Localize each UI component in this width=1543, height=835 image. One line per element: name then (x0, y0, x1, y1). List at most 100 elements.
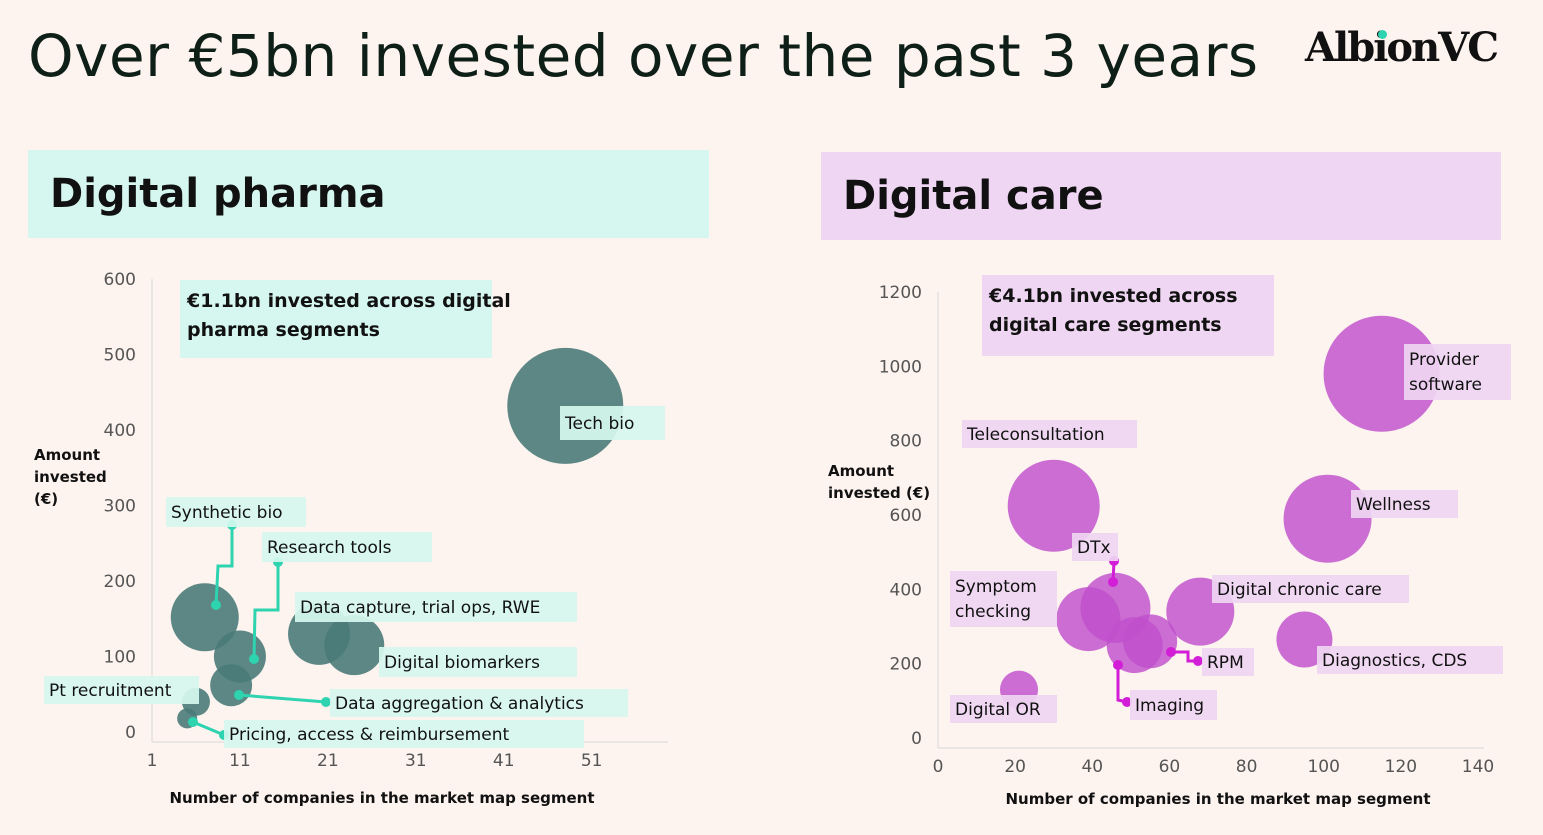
label-box-research-tools (262, 532, 432, 562)
point-label: Pt recruitment (49, 681, 172, 701)
leader-dot (234, 690, 244, 700)
x-tick-label: 1 (147, 751, 158, 771)
x-tick-label: 0 (933, 757, 944, 777)
x-axis-title: Number of companies in the market map se… (169, 789, 594, 807)
care-panel-heading: Digital care (821, 152, 1501, 240)
y-tick-label: 400 (104, 421, 136, 441)
y-axis-title: (€) (34, 490, 58, 508)
leader-dot (1193, 656, 1203, 666)
bubble-synthetic-bio (170, 583, 239, 652)
pharma-panel-heading: Digital pharma (28, 150, 709, 238)
label-box-symptom-checking (950, 571, 1057, 627)
albionvc-logo: AlbionVC (1305, 24, 1499, 71)
label-box-rpm (1202, 648, 1254, 676)
point-label: RPM (1207, 653, 1244, 673)
bubble-tech-bio (507, 347, 624, 464)
y-tick-label: 200 (890, 655, 922, 675)
label-box-digital-or (950, 695, 1057, 723)
point-label: Research tools (267, 538, 392, 558)
label-box-tech-bio (560, 406, 665, 440)
x-tick-label: 11 (229, 751, 251, 771)
y-tick-label: 100 (104, 648, 136, 668)
callout-text: €1.1bn invested across digital (186, 290, 511, 312)
x-tick-label: 100 (1307, 757, 1339, 777)
y-tick-label: 300 (104, 497, 136, 517)
callout-box (180, 280, 492, 358)
callout-box (982, 275, 1274, 356)
callout-text: €4.1bn invested across (988, 285, 1238, 307)
point-label: Symptom (955, 577, 1037, 597)
y-tick-label: 0 (125, 723, 136, 743)
y-tick-label: 600 (890, 506, 922, 526)
x-tick-label: 51 (581, 751, 603, 771)
leader-dot (249, 654, 259, 664)
y-axis-title: Amount (828, 462, 894, 480)
label-box-wellness (1351, 490, 1458, 518)
point-label: Digital OR (955, 700, 1041, 720)
leader-dot (321, 697, 331, 707)
bubble-symptom-checking (1056, 587, 1121, 652)
x-tick-label: 80 (1236, 757, 1258, 777)
label-box-digital-chronic-care (1212, 575, 1409, 603)
label-box-pt-recruitment (44, 676, 199, 704)
callout-text: pharma segments (187, 319, 380, 341)
point-label: software (1409, 375, 1482, 395)
y-axis-title: invested (€) (828, 484, 930, 502)
point-label: Pricing, access & reimbursement (229, 725, 509, 745)
leader-line-data-aggregation-analytics (238, 693, 327, 704)
label-box-provider-software (1404, 344, 1511, 400)
bubble-teleconsultation (1007, 459, 1100, 552)
y-tick-label: 200 (104, 572, 136, 592)
point-label: Data aggregation & analytics (335, 694, 584, 714)
leader-dot (188, 717, 198, 727)
bubble-rpm (1123, 614, 1178, 669)
y-tick-label: 600 (104, 270, 136, 290)
label-box-imaging (1130, 690, 1217, 720)
leader-line-research-tools (252, 562, 280, 660)
leader-dot (1108, 577, 1118, 587)
leader-line-pricing-access-reimbursement (192, 720, 225, 737)
x-tick-label: 20 (1004, 757, 1026, 777)
label-box-digital-biomarkers (379, 647, 577, 677)
page-title: Over €5bn invested over the past 3 years (28, 22, 1259, 90)
leader-dot (1122, 697, 1132, 707)
leader-dot (1166, 647, 1176, 657)
point-label: Teleconsultation (966, 425, 1105, 445)
callout-text: digital care segments (989, 314, 1222, 336)
y-tick-label: 500 (104, 346, 136, 366)
label-box-data-capture-trial-ops-rwe (295, 592, 577, 622)
y-tick-label: 1000 (879, 357, 922, 377)
x-tick-label: 140 (1462, 757, 1494, 777)
point-label: Data capture, trial ops, RWE (300, 598, 540, 618)
point-label: Diagnostics, CDS (1322, 651, 1467, 671)
y-tick-label: 400 (890, 580, 922, 600)
point-label: Provider (1409, 350, 1479, 370)
leader-line-synthetic-bio (214, 525, 234, 606)
label-box-dtx (1072, 533, 1118, 561)
leader-dot (211, 600, 221, 610)
care-chart: 0 200 400 600 800 1000 1200 0 20 40 60 80 100 120 140 A… (828, 275, 1511, 808)
x-axis-title: Number of companies in the market map se… (1005, 790, 1430, 808)
point-label: DTx (1077, 538, 1111, 558)
point-label: Digital chronic care (1217, 580, 1382, 600)
label-box-pricing-access-reimbursement (224, 720, 584, 748)
point-label: Imaging (1135, 696, 1204, 716)
y-axis-title: invested (34, 468, 107, 486)
label-box-teleconsultation (962, 420, 1137, 448)
x-tick-label: 60 (1159, 757, 1181, 777)
y-axis-title: Amount (34, 446, 100, 464)
y-tick-label: 0 (911, 729, 922, 749)
y-tick-label: 800 (890, 432, 922, 452)
logo-dot (1378, 30, 1387, 39)
point-label: Synthetic bio (171, 503, 283, 523)
point-label: Digital biomarkers (384, 653, 540, 673)
x-tick-label: 120 (1385, 757, 1417, 777)
point-label: checking (955, 602, 1031, 622)
x-tick-label: 31 (405, 751, 427, 771)
point-label: Wellness (1356, 495, 1431, 515)
y-tick-label: 1200 (879, 283, 922, 303)
x-tick-label: 41 (493, 751, 515, 771)
label-box-diagnostics-cds (1317, 646, 1503, 674)
label-box-synthetic-bio (166, 497, 306, 527)
